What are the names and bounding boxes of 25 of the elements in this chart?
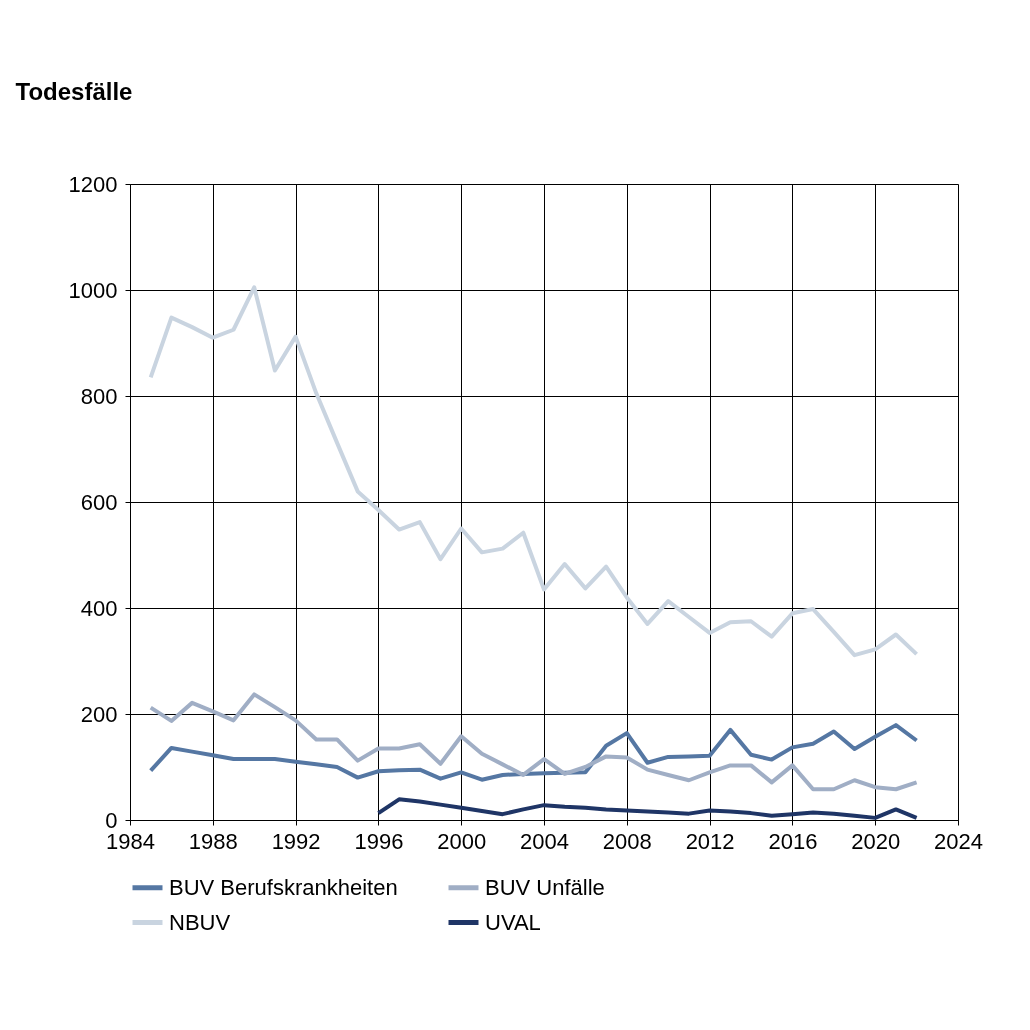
legend-label: BUV Unfälle <box>485 874 605 900</box>
y-tick-label: 200 <box>80 701 118 727</box>
x-tick-label: 2004 <box>520 828 569 854</box>
y-axis-title: Todesfälle <box>15 77 133 105</box>
legend-label: UVAL <box>485 909 541 935</box>
legend-label: NBUV <box>169 909 231 935</box>
x-tick-label: 2012 <box>685 828 735 854</box>
y-tick-label: 800 <box>80 383 118 409</box>
x-tick-label: 2008 <box>602 828 652 854</box>
y-tick-label: 400 <box>80 595 118 621</box>
legend-label: BUV Berufskrankheiten <box>169 874 398 900</box>
line-series <box>376 797 919 820</box>
line-series <box>148 723 919 782</box>
x-tick-label: 2000 <box>437 828 487 854</box>
y-tick-label: 1200 <box>68 171 118 197</box>
y-tick-label: 600 <box>80 489 118 515</box>
y-tick-label: 1000 <box>68 277 118 303</box>
line-series <box>148 692 919 792</box>
x-tick-label: 2024 <box>934 828 983 854</box>
x-tick-label: 1996 <box>354 828 404 854</box>
x-tick-label: 2016 <box>768 828 818 854</box>
line-series <box>148 285 919 658</box>
x-tick-label: 2020 <box>851 828 901 854</box>
x-tick-label: 1988 <box>188 828 238 854</box>
x-tick-label: 1992 <box>271 828 321 854</box>
